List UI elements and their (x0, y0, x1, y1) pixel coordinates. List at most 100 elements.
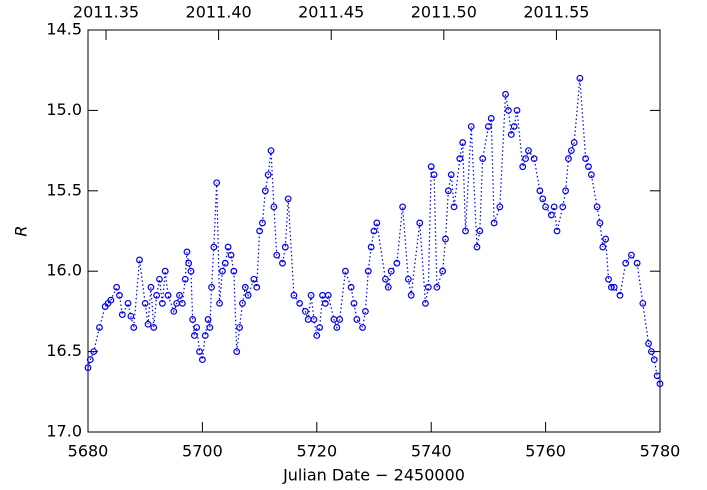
data-point (161, 267, 169, 275)
data-point (213, 179, 221, 187)
data-point (539, 195, 547, 203)
data-point (536, 187, 544, 195)
data-point (522, 155, 529, 163)
data-point (158, 299, 166, 307)
data-point (124, 299, 132, 307)
data-point (281, 243, 289, 251)
data-point (147, 283, 155, 291)
data-point (370, 227, 378, 235)
data-point (430, 171, 438, 179)
data-point (206, 324, 214, 331)
data-point (196, 348, 203, 356)
x-tick-label: 5780 (640, 442, 681, 461)
data-point (416, 219, 424, 227)
data-point (264, 171, 272, 179)
data-point (176, 291, 183, 299)
data-point (487, 115, 495, 122)
data-point (239, 299, 246, 307)
y-tick-label: 16.0 (46, 261, 82, 280)
data-point (650, 356, 658, 364)
x-tick-label: 5680 (68, 442, 109, 461)
data-point (559, 203, 567, 211)
data-point (310, 316, 318, 323)
data-point (336, 316, 344, 323)
data-point (373, 219, 381, 227)
data-point (490, 219, 498, 227)
data-point (204, 316, 212, 323)
data-point (610, 283, 618, 291)
data-point (364, 267, 372, 275)
data-point (273, 251, 281, 259)
data-point (450, 203, 458, 211)
data-point (141, 299, 149, 307)
data-point (84, 364, 92, 372)
x2-tick-label: 2011.55 (523, 3, 589, 22)
data-point (107, 296, 115, 304)
data-point (86, 356, 94, 364)
data-point (342, 267, 349, 275)
data-point (496, 203, 504, 211)
data-point (301, 308, 309, 315)
data-point (127, 312, 135, 320)
data-point (599, 243, 607, 251)
data-point (164, 291, 172, 299)
data-point (198, 356, 206, 364)
x-tick-label: 5720 (296, 442, 337, 461)
data-point (208, 283, 215, 291)
data-point (433, 283, 441, 291)
y-tick-label: 16.5 (46, 341, 82, 360)
data-point (442, 235, 449, 243)
data-point (444, 187, 452, 195)
data-point (216, 299, 223, 307)
data-point (219, 267, 226, 275)
data-point (113, 283, 120, 291)
data-point (476, 227, 484, 235)
data-point (210, 243, 218, 251)
data-point (181, 275, 189, 283)
data-point (567, 147, 575, 155)
data-point (253, 283, 261, 291)
y-tick-label: 15.5 (46, 180, 82, 199)
data-point (479, 155, 487, 163)
data-point (90, 348, 98, 356)
data-point (270, 203, 278, 211)
data-point (153, 291, 161, 299)
data-point (424, 283, 432, 291)
data-point (585, 163, 592, 171)
data-point (144, 320, 152, 328)
data-point (221, 259, 229, 267)
data-point (616, 291, 624, 299)
data-point (399, 203, 407, 211)
data-point (393, 259, 401, 267)
data-point (324, 291, 332, 299)
x2-tick-label: 2011.45 (298, 3, 364, 22)
data-point (185, 259, 193, 267)
data-point (550, 203, 558, 211)
data-point (193, 324, 201, 331)
data-point (279, 259, 286, 267)
data-point (201, 332, 209, 339)
data-point (570, 139, 578, 146)
data-point (439, 267, 447, 275)
data-point (290, 291, 298, 299)
data-point (118, 311, 126, 319)
data-point (653, 372, 661, 380)
data-point (241, 283, 249, 291)
data-point (513, 106, 521, 114)
data-point (116, 291, 123, 299)
data-point (150, 324, 158, 331)
data-point (456, 155, 464, 163)
x2-tick-label: 2011.40 (186, 3, 252, 22)
data-point (183, 248, 191, 256)
light-curve-line (87, 78, 661, 384)
data-point (250, 275, 258, 283)
data-point (596, 219, 604, 227)
data-point (313, 332, 321, 339)
data-point (467, 123, 475, 130)
data-point (507, 131, 515, 138)
data-point (130, 324, 138, 331)
data-point (347, 283, 355, 291)
data-point (284, 195, 292, 203)
x-tick-label: 5740 (411, 442, 452, 461)
data-point (587, 171, 595, 179)
